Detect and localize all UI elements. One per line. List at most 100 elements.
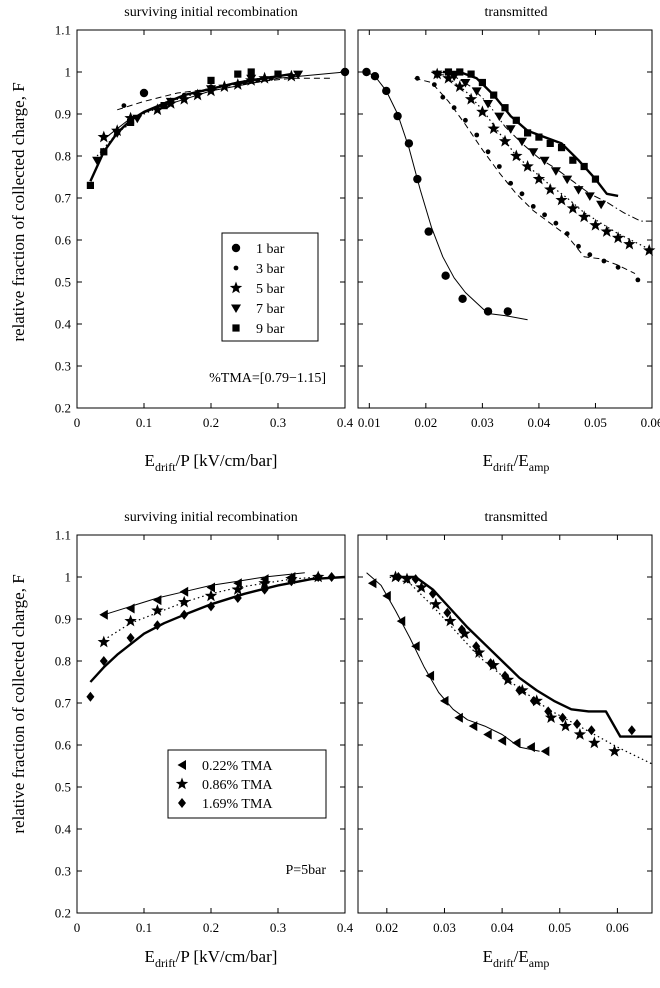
data-point [487,658,500,671]
data-point [231,78,244,90]
data-point [544,711,558,723]
data-point [623,237,636,250]
plot-frame [357,534,653,914]
panel-title-bottom-right: transmitted [485,510,548,525]
panel-title-top-right: transmitted [485,5,548,20]
data-point [152,595,162,606]
y-tick-label: 0.3 [55,864,71,879]
data-point [234,70,242,78]
data-point [382,590,391,601]
data-point [153,620,162,631]
y-tick-label: 0.6 [55,738,72,753]
data-point [564,231,570,237]
legend-marker [231,243,241,253]
data-point [566,202,579,214]
data-point [467,70,475,78]
legend-label: 3 bar [256,262,285,277]
data-point [510,149,523,162]
data-point [394,572,403,582]
data-point [100,148,108,156]
data-point [415,581,428,593]
data-point [535,133,543,141]
legend-top-left: 1 bar 3 bar 5 bar 7 bar 9 bar [221,232,319,342]
x-tick-label: 0.1 [136,415,152,430]
data-point [454,712,463,723]
data-point [512,116,520,124]
fit-line-thin [103,572,305,616]
data-point [483,729,492,740]
data-point [151,604,164,616]
data-point [471,87,482,96]
data-point [218,80,231,92]
data-point [526,742,535,753]
data-point [139,88,149,98]
data-point [569,156,577,164]
x-tick-label: 0.2 [203,415,219,430]
data-point [327,572,336,582]
data-point [178,92,191,105]
y-tick-label: 0.9 [55,612,71,627]
y-tick-label: 0.8 [55,149,71,164]
data-point [268,75,274,81]
data-point [86,691,95,702]
legend-marker [229,281,243,294]
y-tick-label: 1 [65,65,72,80]
data-point [601,258,607,264]
legend-box [167,749,327,819]
annotation-tma-range: %TMA=[0.79−1.15] [209,371,326,386]
y-tick-label: 0.3 [55,359,71,374]
x-tick-label: 0.2 [203,920,219,935]
y-tick-label: 0.4 [55,822,72,837]
data-point [255,78,261,83]
data-point [242,80,247,85]
data-point [503,307,513,316]
x-tick-label: 0.04 [491,920,514,935]
x-tick-label: 0.05 [584,415,607,430]
data-point [86,181,94,189]
data-point [404,139,414,148]
data-point [124,614,137,627]
data-point [258,71,271,84]
y-tick-label: 0.5 [55,780,71,795]
fit-line-thin [366,572,540,752]
data-point [314,572,323,582]
fit-line-dashdot [437,73,652,222]
data-point [501,670,509,681]
x-tick-label: 0.02 [375,920,398,935]
annotation-pressure: P=5bar [285,863,326,878]
data-point [516,137,527,147]
data-point [127,118,135,126]
chart-bottom-right: 0.02 0.03 0.04 0.05 0.06 [357,534,653,935]
data-point [478,78,486,87]
data-point [293,70,304,80]
data-point [444,68,453,76]
data-point [578,210,591,223]
data-point [546,139,554,147]
data-point [458,294,467,303]
data-point [542,212,547,218]
plot-frame [357,29,653,409]
chart-top-right: 0.01 0.02 0.03 0.04 0.05 0.06 [357,29,660,430]
legend-label: 0.22% TMA [202,759,273,774]
x-tick-label: 0.3 [270,415,286,430]
data-point [97,635,110,648]
data-point [396,616,406,627]
y-tick-label: 0.2 [55,401,71,416]
chart-top-left: 0 0.1 0.2 0.3 0.4 0.2 0.3 0.4 0.5 0.6 0.7 0.8 0.9 1 1.… [55,23,354,431]
data-point [635,277,641,283]
data-point [555,193,568,206]
data-point [627,725,636,736]
data-point [483,100,494,109]
data-point [370,72,380,81]
data-point [498,134,512,147]
data-point [411,574,420,585]
data-point [596,200,607,210]
data-point [206,582,215,593]
panel-title-top-left: surviving initial recombination [124,5,297,20]
y-tick-label: 0.4 [55,317,72,332]
data-point [124,111,137,124]
data-point [179,586,189,597]
data-point [458,627,471,639]
data-point [580,162,588,171]
legend-marker [231,304,241,313]
